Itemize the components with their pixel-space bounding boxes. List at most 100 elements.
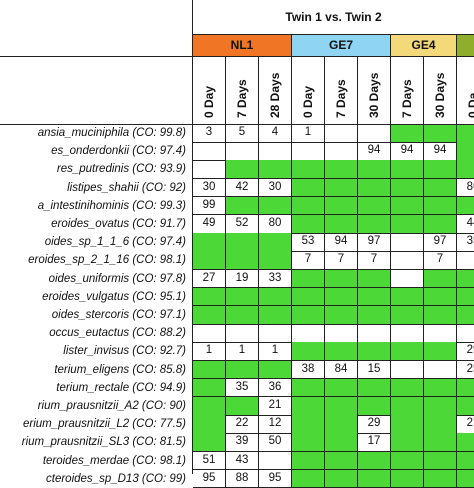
table-cell-highlighted — [457, 451, 474, 471]
grid-line — [0, 56, 193, 57]
table-cell-highlighted — [391, 178, 424, 198]
column-header-label: 28 Days — [268, 72, 282, 118]
table-cell-highlighted — [424, 124, 457, 143]
table-cell-highlighted — [391, 306, 424, 325]
table-cell-highlighted — [358, 160, 391, 180]
table-cell-highlighted — [226, 251, 259, 271]
table-cell — [259, 142, 292, 161]
table-cell-highlighted — [424, 196, 457, 216]
table-cell-highlighted — [358, 397, 391, 416]
row-label: ansia_muciniphila (CO: 99.8) — [37, 127, 186, 139]
table-cell-highlighted — [325, 215, 358, 234]
table-cell — [457, 324, 474, 343]
group-header — [457, 34, 474, 56]
table-cell-highlighted — [424, 287, 457, 307]
table-cell-highlighted — [292, 342, 325, 362]
row-label: rium_prausnitzii_SL3 (CO: 81.5) — [21, 436, 186, 449]
table-cell: 29 — [457, 342, 474, 362]
table-cell-highlighted — [292, 287, 325, 307]
table-cell: 1 — [292, 124, 325, 143]
table-cell: 86 — [457, 179, 474, 198]
row-label: eroides_ovatus (CO: 91.7) — [51, 218, 186, 230]
table-cell: 53 — [292, 233, 325, 252]
table-cell-highlighted — [391, 378, 424, 398]
table-cell-highlighted — [457, 306, 474, 325]
table-cell-highlighted — [391, 451, 424, 471]
table-cell: 7 — [358, 251, 391, 271]
table-cell-highlighted — [292, 415, 325, 434]
table-cell — [391, 269, 424, 289]
table-cell-highlighted — [358, 215, 391, 234]
table-cell: 97 — [358, 233, 391, 252]
table-cell — [391, 360, 424, 380]
table-cell-highlighted — [358, 469, 391, 488]
table-cell-highlighted — [259, 160, 292, 180]
row-label: listipes_shahii (CO: 92) — [67, 181, 186, 194]
table-cell: 94 — [391, 142, 424, 161]
table-cell-highlighted — [457, 433, 474, 453]
table-cell — [259, 324, 292, 343]
row-label: terium_rectale (CO: 94.9) — [56, 381, 186, 394]
table-cell-highlighted — [424, 215, 457, 234]
table-cell-highlighted — [259, 306, 292, 325]
table-cell-highlighted — [391, 160, 424, 180]
table-cell: 50 — [259, 433, 292, 453]
row-label: terium_eligens (CO: 85.8) — [54, 363, 186, 376]
table-cell: 7 — [325, 251, 358, 271]
table-cell: 39 — [226, 433, 259, 453]
grid-line — [193, 56, 474, 57]
table-cell-highlighted — [226, 306, 259, 325]
table-cell: 35 — [457, 233, 474, 252]
table-cell-highlighted — [391, 215, 424, 234]
row-label: cteroides_sp_D13 (CO: 99) — [46, 472, 186, 485]
table-cell: 4 — [259, 124, 292, 143]
table-cell: 36 — [259, 378, 292, 398]
table-cell — [325, 324, 358, 343]
table-cell-highlighted — [226, 233, 259, 252]
table-cell-highlighted — [193, 397, 226, 416]
table-cell: 12 — [259, 415, 292, 434]
table-cell: 29 — [358, 415, 391, 434]
table-cell: 52 — [226, 215, 259, 234]
table-cell-highlighted — [292, 196, 325, 216]
table-cell: 27 — [457, 415, 474, 434]
column-header-label: 7 Days — [334, 79, 348, 118]
column-header-label: 0 Day — [202, 85, 216, 118]
table-cell-highlighted — [325, 306, 358, 325]
table-cell-highlighted — [457, 397, 474, 416]
table-cell: 33 — [259, 269, 292, 289]
table-cell: 38 — [292, 360, 325, 380]
table-cell-highlighted — [292, 178, 325, 198]
table-cell-highlighted — [292, 215, 325, 234]
table-cell-highlighted — [325, 342, 358, 362]
table-cell-highlighted — [325, 397, 358, 416]
column-header: 0 Day — [193, 56, 226, 124]
table-cell-highlighted — [424, 306, 457, 325]
table-cell-highlighted — [457, 287, 474, 307]
table-cell-highlighted — [193, 378, 226, 398]
table-cell-highlighted — [193, 360, 226, 380]
table-cell: 80 — [259, 215, 292, 234]
table-cell-highlighted — [424, 342, 457, 362]
row-label: erium_prausnitzii_L2 (CO: 77.5) — [23, 418, 186, 431]
table-cell: 1 — [226, 342, 259, 362]
column-header: 28 Days — [259, 56, 292, 124]
column-header: 7 Days — [226, 56, 259, 124]
table-cell — [391, 251, 424, 271]
table-title: Twin 1 vs. Twin 2 — [285, 10, 382, 24]
table-cell: 25 — [457, 361, 474, 380]
column-header-label: 0 Day — [301, 85, 315, 118]
row-label: teroides_merdae (CO: 98.1) — [42, 454, 186, 467]
table-cell: 97 — [424, 233, 457, 252]
table-cell: 27 — [193, 269, 226, 289]
table-cell-highlighted — [292, 433, 325, 453]
table-cell-highlighted — [358, 287, 391, 307]
table-cell — [358, 324, 391, 343]
table-cell-highlighted — [259, 251, 292, 271]
table-cell: 43 — [226, 451, 259, 471]
table-cell — [325, 124, 358, 143]
table-cell — [193, 324, 226, 343]
table-cell-highlighted — [292, 451, 325, 471]
table-cell — [424, 360, 457, 380]
